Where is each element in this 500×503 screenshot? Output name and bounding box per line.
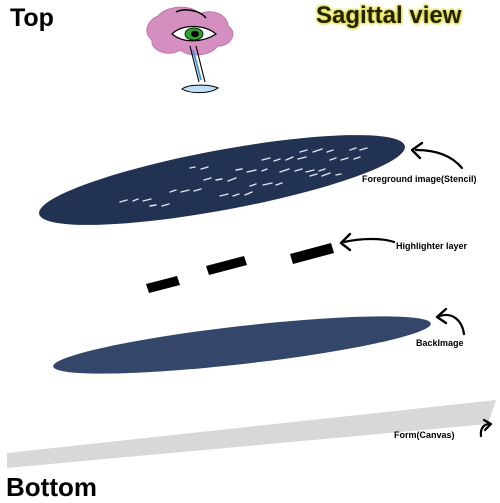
- eye-stem: [189, 45, 206, 83]
- backimage-layer: [53, 316, 431, 374]
- bottom-label: Bottom: [6, 472, 97, 502]
- eye-base: [181, 84, 219, 94]
- highlighter-dash: [206, 256, 247, 275]
- eye-observer-icon: [146, 6, 234, 94]
- highlighter-dash: [290, 243, 334, 264]
- arrow-to-backimage: [435, 307, 466, 336]
- form-canvas-plane: [7, 400, 496, 468]
- pointer-arrows: [339, 141, 493, 438]
- stencil-speckle-texture: [119, 147, 368, 207]
- backimage-ellipse: [53, 316, 431, 374]
- top-label: Top: [10, 4, 54, 32]
- foreground-stencil-layer: [39, 135, 405, 225]
- foreground-layer-label: Foreground image(Stencil): [362, 174, 477, 184]
- arrow-to-highlighter: [339, 232, 396, 252]
- foreground-ellipse: [39, 135, 405, 225]
- highlighter-layer-label: Highlighter layer: [396, 241, 468, 251]
- eye-lid-stroke: [175, 9, 207, 19]
- highlighter-layer: [146, 243, 334, 293]
- arrow-to-form: [479, 418, 493, 438]
- arrow-to-foreground: [410, 141, 464, 170]
- eye-pupil: [191, 30, 199, 38]
- highlighter-dash: [146, 276, 180, 293]
- backimage-layer-label: BackImage: [416, 338, 464, 348]
- form-canvas-layer: [7, 400, 496, 468]
- form-canvas-layer-label: Form(Canvas): [394, 430, 455, 440]
- view-title: Sagittal view: [316, 2, 462, 29]
- eye-stem-shade: [192, 49, 202, 81]
